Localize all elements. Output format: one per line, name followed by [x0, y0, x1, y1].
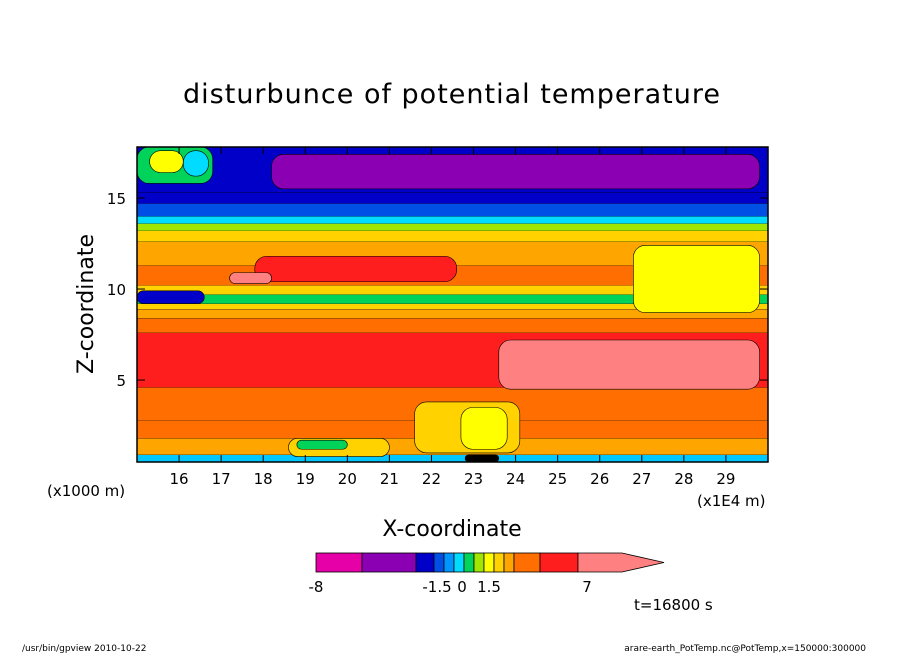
colorbar-labels: -8 -1.5 0 1.5 7 — [309, 578, 592, 596]
x-tick-label-5: 21 — [380, 470, 399, 488]
contour-region-0 — [271, 153, 760, 190]
plot-area — [136, 146, 768, 463]
contour-band-6 — [137, 309, 768, 319]
contour-band-14 — [137, 216, 768, 224]
contour-region-10 — [460, 407, 508, 450]
contour-region-2 — [633, 245, 760, 313]
x-tick-label-6: 22 — [422, 470, 441, 488]
colorbar-swatch-7 — [473, 552, 485, 573]
colorbar-swatch-3 — [433, 552, 445, 573]
contour-band-16 — [137, 192, 768, 204]
colorbar-label-0: -8 — [309, 578, 324, 596]
colorbar-swatch-4 — [443, 552, 455, 573]
x-tick-label-4: 20 — [338, 470, 357, 488]
contour-region-8 — [136, 290, 205, 304]
contour-band-7 — [137, 303, 768, 310]
contour-region-5 — [182, 150, 209, 177]
plot-frame — [136, 146, 769, 463]
contour-region-7 — [229, 272, 272, 284]
y-axis-label: Z-coordinate — [74, 234, 99, 374]
contour-region-6 — [254, 255, 458, 283]
x-axis: 16 17 18 19 20 21 22 23 24 25 26 27 28 29 — [170, 147, 735, 488]
y-tick-label-0: 5 — [116, 372, 126, 390]
colorbar-label-2: 0 — [457, 578, 467, 596]
x-tick-label-3: 19 — [296, 470, 315, 488]
contour-band-13 — [137, 223, 768, 231]
contour-band-0 — [137, 454, 768, 462]
contour-band-8 — [137, 294, 768, 304]
colorbar-label-1: -1.5 — [422, 578, 451, 596]
x-tick-label-8: 24 — [506, 470, 525, 488]
footer-left: /usr/bin/gpview 2010-10-22 — [22, 644, 146, 654]
colorbar-label-3: 1.5 — [477, 578, 501, 596]
contour-region-13 — [464, 454, 500, 463]
colorbar-swatch-1 — [361, 552, 417, 573]
contour-band-5 — [137, 318, 768, 333]
x-tick-label-12: 28 — [674, 470, 693, 488]
x-tick-label-11: 27 — [632, 470, 651, 488]
contour-region-1 — [498, 339, 760, 390]
colorbar-swatch-13 — [577, 552, 665, 573]
x-tick-label-9: 25 — [548, 470, 567, 488]
colorbar-swatch-0 — [315, 552, 363, 573]
colorbar-swatch-6 — [463, 552, 475, 573]
colorbar-swatch-9 — [493, 552, 505, 573]
contour-band-9 — [137, 285, 768, 295]
y-axis: 5 10 15 — [107, 190, 768, 390]
contour-region-4 — [149, 150, 184, 173]
colorbar-swatch-8 — [483, 552, 495, 573]
colorbar-label-4: 7 — [582, 578, 592, 596]
x-tick-label-13: 29 — [716, 470, 735, 488]
colorbar-swatch-12 — [539, 552, 579, 573]
colorbar — [315, 552, 665, 573]
x-axis-label: X-coordinate — [382, 517, 521, 542]
colorbar-swatch-2 — [415, 552, 435, 573]
x-tick-label-0: 16 — [170, 470, 189, 488]
time-label: t=16800 s — [634, 596, 713, 614]
colorbar-swatch-11 — [513, 552, 541, 573]
x-tick-label-2: 18 — [254, 470, 273, 488]
colorbar-swatch-5 — [453, 552, 465, 573]
x-tick-label-1: 17 — [212, 470, 231, 488]
colorbar-swatch-10 — [503, 552, 515, 573]
x-unit-left: (x1000 m) — [47, 482, 125, 500]
contour-band-12 — [137, 230, 768, 242]
x-unit-right: (x1E4 m) — [697, 492, 766, 510]
contour-band-15 — [137, 203, 768, 217]
x-tick-label-10: 26 — [590, 470, 609, 488]
y-tick-label-2: 15 — [107, 190, 126, 208]
x-tick-label-7: 23 — [464, 470, 483, 488]
contour-region-12 — [296, 439, 348, 450]
chart-title: disturbunce of potential temperature — [183, 79, 721, 110]
footer-right: arare-earth_PotTemp.nc@PotTemp,x=150000:… — [624, 644, 866, 654]
y-tick-label-1: 10 — [107, 281, 126, 299]
